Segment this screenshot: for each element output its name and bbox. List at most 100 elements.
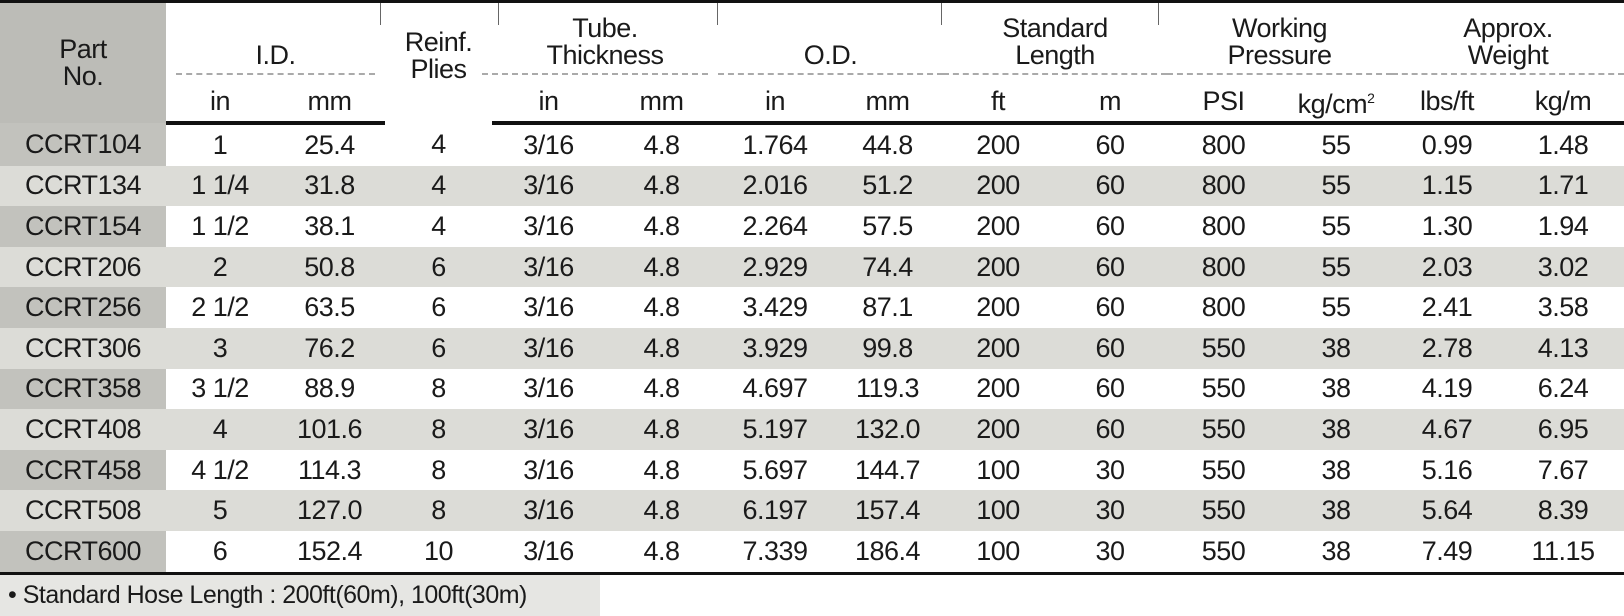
header-od: O.D. xyxy=(718,3,944,81)
unit-header: mm xyxy=(605,81,719,125)
table-cell: 31.8 xyxy=(274,165,386,207)
table-cell: 4 xyxy=(166,409,274,450)
table-cell: 5 xyxy=(166,490,274,531)
table-row: CCRT458 4 1/2 114.3 8 3/16 4.8 5.697 144.7 100 30… xyxy=(0,449,1624,491)
unit-header: kg/cm2 xyxy=(1280,81,1393,125)
table-cell: 88.9 xyxy=(304,373,355,404)
table-cell: 200 xyxy=(976,292,1020,323)
table-cell: 550 xyxy=(1167,409,1281,450)
table-row: CCRT104 1 25.4 4 3/16 4.8 1.764 44.8 200 60 800 55 0… xyxy=(0,123,1624,166)
table-cell: 10 xyxy=(385,530,493,575)
table-cell: 4.67 xyxy=(1392,409,1503,450)
table-cell: 800 xyxy=(1167,165,1281,207)
table-cell: 4 xyxy=(431,128,446,159)
table-cell: 3 xyxy=(166,327,274,369)
table-cell: 5.697 xyxy=(742,454,808,485)
table-cell: 800 xyxy=(1167,246,1281,288)
table-cell: 55 xyxy=(1280,165,1393,207)
table-cell: 2.41 xyxy=(1421,292,1473,323)
table-cell: 76.2 xyxy=(274,327,386,369)
table-cell: 7.67 xyxy=(1537,454,1589,485)
unit-header: mm xyxy=(274,81,386,125)
table-cell: 200 xyxy=(976,129,1020,160)
table-cell: 87.1 xyxy=(862,292,913,323)
table-cell: 3/16 xyxy=(523,129,574,160)
unit-header: in xyxy=(718,81,833,125)
table-cell: 3/16 xyxy=(523,454,574,485)
table-cell: 3.429 xyxy=(742,292,808,323)
unit-header: kg/m xyxy=(1502,81,1624,125)
header-label: Approx. Weight xyxy=(1463,13,1553,70)
table-cell: 63.5 xyxy=(304,292,355,323)
header-divider xyxy=(1158,3,1159,25)
part-number-cell: CCRT458 xyxy=(0,449,166,491)
table-cell: 132.0 xyxy=(832,409,944,450)
table-cell: 6.197 xyxy=(718,490,833,531)
unit-label: PSI xyxy=(1202,85,1246,116)
table-cell: 38 xyxy=(1280,530,1393,575)
table-cell: 3/16 xyxy=(523,210,574,241)
table-cell: 99.8 xyxy=(832,327,944,369)
table-cell: 3/16 xyxy=(492,165,606,207)
table-cell: 550 xyxy=(1167,530,1281,575)
table-cell: 3/16 xyxy=(492,530,606,575)
header-divider xyxy=(498,3,499,25)
table-cell: 7.339 xyxy=(718,530,833,575)
table-cell: 4.8 xyxy=(643,210,680,241)
unit-header: in xyxy=(492,81,606,125)
header-label: Working Pressure xyxy=(1227,13,1333,70)
table-cell: 4.697 xyxy=(742,373,808,404)
table-cell: 200 xyxy=(976,210,1020,241)
part-number-cell: CCRT358 xyxy=(0,368,166,410)
table-cell: 60 xyxy=(1053,409,1168,450)
part-number-cell: CCRT508 xyxy=(0,490,166,531)
table-cell: 2.264 xyxy=(742,210,808,241)
part-number-cell: CCRT206 xyxy=(0,246,166,288)
table-cell: 55 xyxy=(1280,246,1393,288)
table-cell: 6.24 xyxy=(1537,373,1589,404)
unit-header: in xyxy=(166,81,274,125)
table-cell: 74.4 xyxy=(832,246,944,288)
table-cell: 5.197 xyxy=(718,409,833,450)
table-cell: 186.4 xyxy=(832,530,944,575)
table-cell: 4.8 xyxy=(605,165,719,207)
table-cell: 4 xyxy=(431,210,446,241)
header-reinf-plies: Reinf. Plies xyxy=(385,3,492,123)
table-cell: 200 xyxy=(943,246,1054,288)
table-cell: 4.8 xyxy=(605,246,719,288)
table-cell: 3/16 xyxy=(523,292,574,323)
part-number-cell: CCRT306 xyxy=(0,327,166,369)
table-cell: 3.929 xyxy=(718,327,833,369)
table-cell: 38 xyxy=(1321,454,1352,485)
table-cell: 200 xyxy=(943,409,1054,450)
unit-header: mm xyxy=(832,81,944,125)
table-cell: 60 xyxy=(1053,165,1168,207)
table-cell: 60 xyxy=(1095,292,1126,323)
table-cell: 4.8 xyxy=(605,530,719,575)
header-label: Part No. xyxy=(59,34,107,91)
unit-header: m xyxy=(1053,81,1168,125)
top-rule xyxy=(0,0,1624,3)
header-approx-weight: Approx. Weight xyxy=(1392,3,1624,81)
table-cell: 200 xyxy=(943,327,1054,369)
table-row: CCRT154 1 1/2 38.1 4 3/16 4.8 2.264 57.5 200 60 80… xyxy=(0,206,1624,247)
table-cell: 55 xyxy=(1321,292,1352,323)
table-cell: 800 xyxy=(1201,129,1246,160)
table-cell: 38 xyxy=(1280,409,1393,450)
table-cell: 2.929 xyxy=(718,246,833,288)
table-cell: 144.7 xyxy=(854,454,921,485)
table-cell: 8 xyxy=(385,490,493,531)
table-cell: 7.49 xyxy=(1392,530,1503,575)
table-cell: 100 xyxy=(976,454,1020,485)
unit-label: kg/cm xyxy=(1297,88,1368,119)
unit-label: mm xyxy=(865,85,910,116)
table-cell: 60 xyxy=(1095,129,1126,160)
table-cell: 38 xyxy=(1280,327,1393,369)
table-cell: 6 xyxy=(385,246,493,288)
unit-label: kg/m xyxy=(1534,85,1592,116)
table-cell: 157.4 xyxy=(832,490,944,531)
part-number-cell: CCRT408 xyxy=(0,409,166,450)
header-divider xyxy=(941,3,942,25)
table-cell: 5.64 xyxy=(1392,490,1503,531)
